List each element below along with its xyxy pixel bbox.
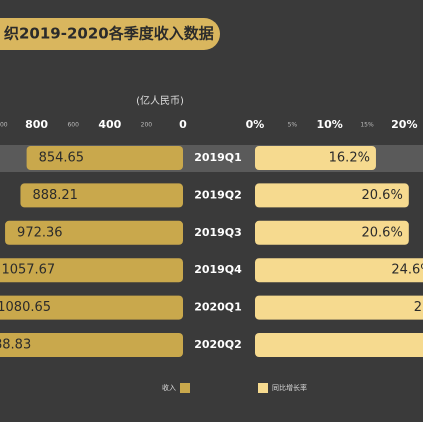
value-label: 16.2% (329, 151, 370, 166)
x-tick-label: 800 (25, 118, 48, 131)
value-label: 854.65 (39, 151, 84, 166)
x-tick-label: 15% (360, 122, 374, 129)
x-tick-label: 0 (179, 118, 187, 131)
value-label: 1188.83 (0, 338, 31, 353)
category-label: 2019Q4 (194, 263, 242, 276)
bar (5, 220, 183, 245)
x-tick-label: 200 (141, 122, 153, 129)
value-label: 888.21 (32, 188, 77, 203)
category-label: 2019Q1 (194, 151, 242, 164)
value-label: 1080.65 (0, 300, 51, 315)
category-label: 2020Q1 (194, 301, 242, 314)
title-pill (0, 18, 220, 50)
value-label: 27.6% (414, 300, 423, 315)
category-label: 2019Q3 (194, 226, 242, 239)
x-tick-label: 600 (67, 122, 79, 129)
value-label: 20.6% (362, 188, 403, 203)
bar (255, 183, 409, 208)
bar (255, 220, 409, 245)
category-label: 2020Q2 (194, 338, 242, 351)
value-label: 1057.67 (1, 263, 55, 278)
value-label: 20.6% (362, 225, 403, 240)
legend-label: 同比增长率 (272, 383, 307, 392)
x-tick-label: 10% (316, 118, 342, 131)
category-label: 2019Q2 (194, 188, 242, 201)
bar (255, 258, 423, 283)
chart-title: 织2019-2020各季度收入数据 (4, 25, 214, 43)
bar (255, 333, 423, 357)
value-label: 972.36 (17, 225, 63, 240)
unit-label: (亿人民币) (136, 94, 184, 107)
x-tick-label: 20% (391, 118, 417, 131)
bar (20, 183, 184, 208)
x-tick-label: 0% (246, 118, 265, 131)
bar (26, 146, 184, 170)
legend-label: 收入 (162, 383, 176, 392)
x-tick-label: 5% (288, 122, 298, 129)
x-tick-label: 1000 (0, 122, 8, 129)
x-tick-label: 400 (98, 118, 121, 131)
bar (255, 295, 423, 320)
value-label: 24.6% (391, 263, 423, 278)
legend-swatch (258, 383, 268, 393)
bar (0, 333, 183, 357)
bar (0, 258, 183, 283)
legend-swatch (180, 383, 190, 393)
bar (255, 146, 376, 170)
bar (0, 295, 183, 320)
